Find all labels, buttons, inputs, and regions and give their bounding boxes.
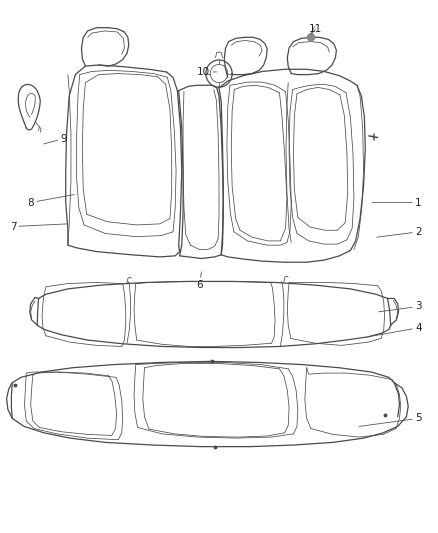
Text: 3: 3 — [379, 302, 422, 312]
Text: 1: 1 — [372, 198, 422, 207]
Text: 5: 5 — [359, 414, 422, 426]
Polygon shape — [307, 34, 314, 41]
Text: 7: 7 — [10, 222, 68, 231]
Text: 6: 6 — [196, 272, 203, 290]
Text: 8: 8 — [27, 195, 74, 207]
Text: 9: 9 — [44, 134, 67, 144]
Text: 2: 2 — [377, 227, 422, 237]
Text: 4: 4 — [368, 323, 422, 337]
Text: 10: 10 — [197, 67, 217, 77]
Text: 11: 11 — [309, 25, 322, 35]
